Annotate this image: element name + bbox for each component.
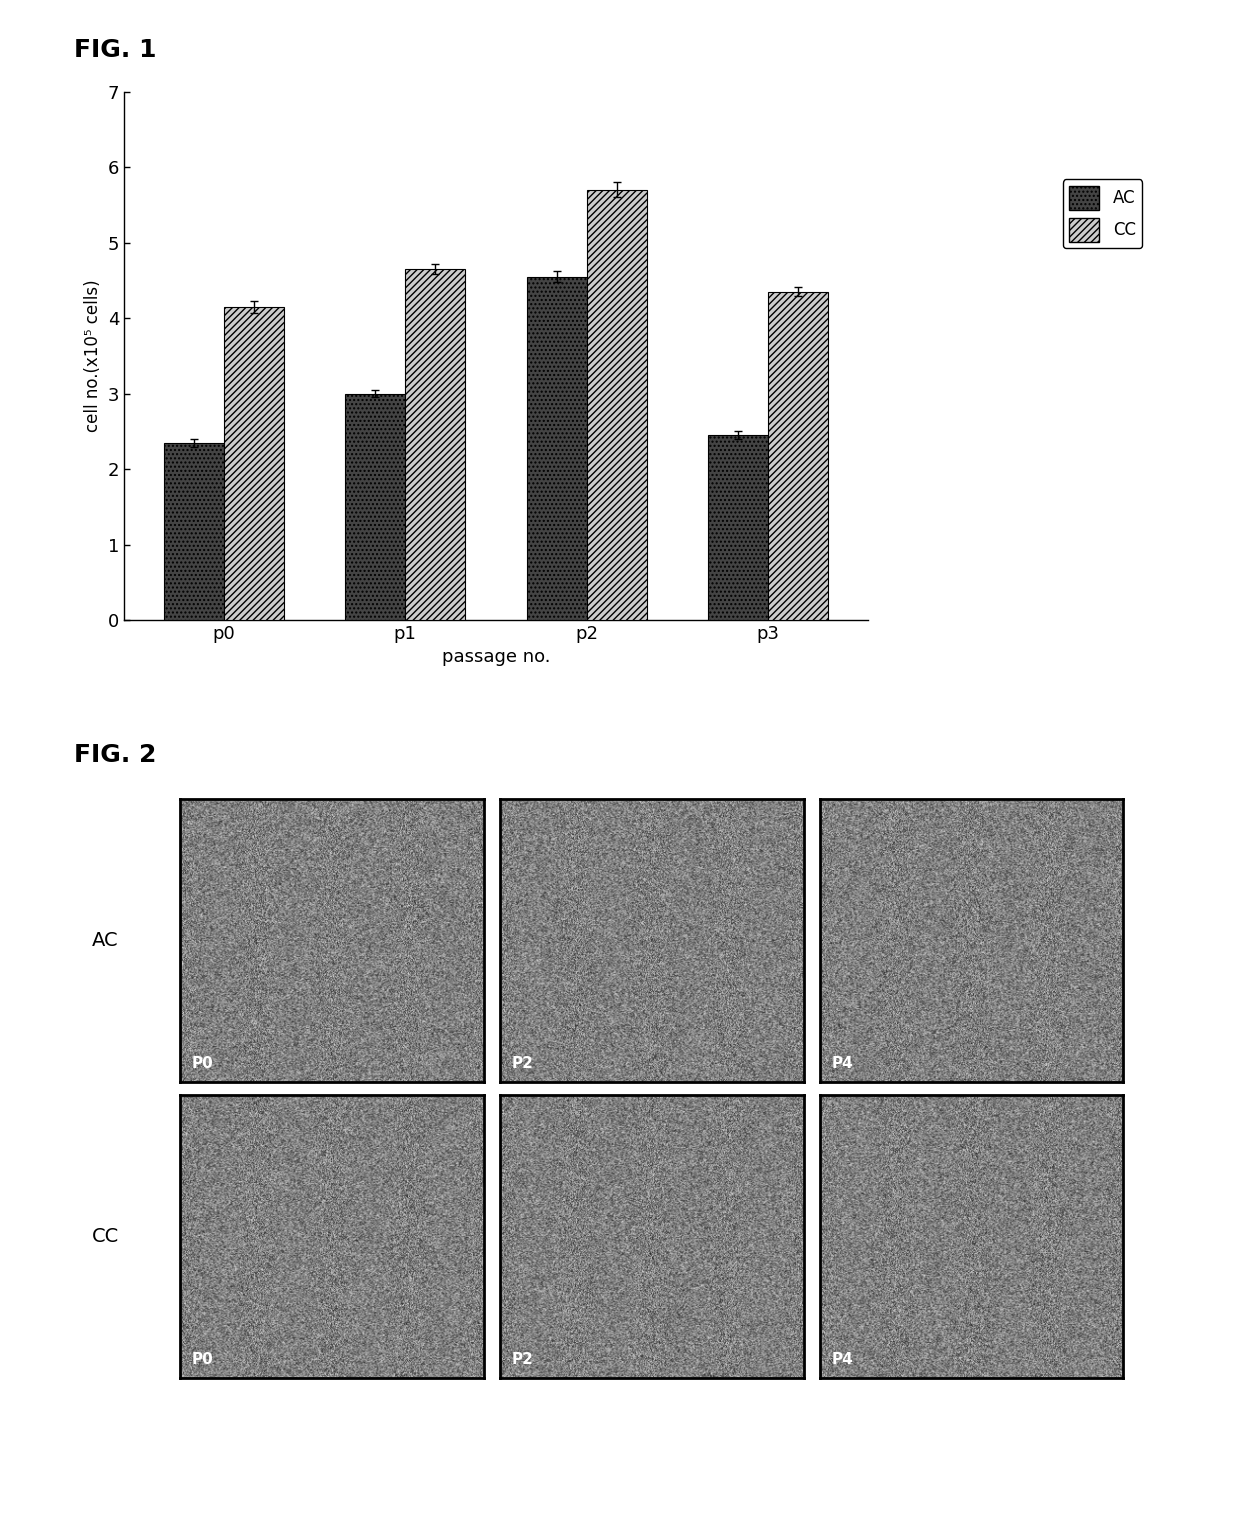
X-axis label: passage no.: passage no.	[441, 649, 551, 666]
Text: AC: AC	[92, 931, 119, 951]
Bar	[164, 442, 223, 620]
Bar	[346, 393, 405, 620]
Text: P2: P2	[512, 1056, 533, 1072]
Y-axis label: cell no.(x10⁵ cells): cell no.(x10⁵ cells)	[84, 280, 102, 432]
Bar	[769, 292, 828, 620]
Bar	[405, 269, 465, 620]
Bar	[527, 277, 587, 620]
Legend: AC, CC: AC, CC	[1063, 179, 1142, 248]
Text: FIG. 2: FIG. 2	[74, 743, 156, 767]
Text: P4: P4	[832, 1056, 853, 1072]
Text: P0: P0	[192, 1352, 213, 1367]
Text: FIG. 1: FIG. 1	[74, 38, 157, 63]
Bar	[587, 190, 646, 620]
Bar	[708, 435, 769, 620]
Text: P2: P2	[512, 1352, 533, 1367]
Bar	[223, 306, 284, 620]
Text: CC: CC	[92, 1226, 119, 1246]
Text: P4: P4	[832, 1352, 853, 1367]
Text: P0: P0	[192, 1056, 213, 1072]
